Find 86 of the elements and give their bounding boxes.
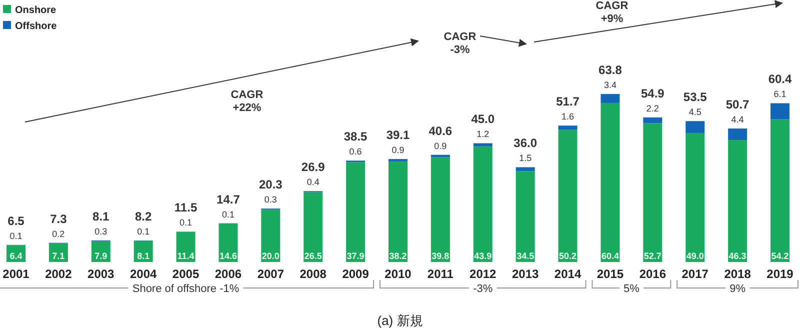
- data-label: 34.5: [516, 251, 534, 261]
- data-label: 46.3: [728, 251, 746, 261]
- total-label: 50.7: [726, 97, 750, 112]
- x-tick-label: 2019: [766, 267, 794, 281]
- data-label: 0.2: [52, 228, 65, 239]
- data-label: 20.0: [262, 251, 280, 261]
- data-label: 38.2: [389, 251, 407, 261]
- data-label: 6.4: [10, 251, 22, 261]
- x-tick-label: 2014: [554, 267, 582, 281]
- data-label: 0.9: [434, 140, 447, 151]
- annotation: CAGR +22%: [230, 89, 264, 114]
- total-label: 63.8: [598, 63, 622, 77]
- x-tick-label: 2016: [639, 267, 666, 281]
- x-tick-label: 2006: [214, 267, 242, 281]
- total-label: 39.1: [386, 128, 410, 142]
- total-label: 8.1: [92, 209, 110, 224]
- legend-label: Onshore: [15, 5, 57, 16]
- data-label: 14.6: [219, 251, 237, 261]
- data-label: 54.2: [771, 251, 789, 261]
- x-tick-label: 2007: [257, 267, 284, 281]
- data-label: 6.1: [774, 89, 786, 100]
- data-label: 4.5: [688, 107, 702, 118]
- data-label: 0.1: [137, 226, 150, 236]
- total-label: 7.3: [50, 212, 68, 226]
- data-label: 7.1: [52, 251, 65, 261]
- total-label: 36.0: [514, 136, 538, 150]
- data-label: 43.9: [474, 251, 492, 261]
- text: CAGR -3%: [444, 31, 476, 56]
- total-label: 54.9: [640, 86, 665, 100]
- data-label: 50.2: [559, 251, 577, 261]
- data-label: 1.5: [519, 153, 532, 164]
- total-label: 8.2: [134, 209, 152, 224]
- data-label: 7.9: [94, 251, 108, 261]
- total-label: 11.5: [174, 200, 198, 215]
- x-tick-label: 2011: [427, 267, 454, 281]
- data-label: 1.6: [562, 112, 574, 122]
- data-label: 3.4: [604, 80, 616, 90]
- x-tick-label: 2004: [130, 267, 158, 281]
- legend-label: Offshore: [15, 21, 58, 32]
- text: 9%: [730, 283, 746, 295]
- data-label: 0.9: [392, 145, 404, 156]
- total-label: 53.5: [683, 90, 708, 104]
- text: (a) 新規: [377, 313, 423, 328]
- data-label: 1.2: [476, 129, 490, 140]
- x-tick-label: 2005: [172, 267, 200, 281]
- total-label: 51.7: [556, 94, 580, 109]
- data-label: 2.2: [646, 103, 659, 114]
- x-tick-label: 2008: [300, 267, 327, 281]
- data-label: 0.6: [349, 146, 362, 157]
- data-label: 8.1: [137, 251, 150, 261]
- total-label: 45.0: [471, 112, 495, 126]
- x-tick-label: 2017: [682, 267, 709, 281]
- data-label: 11.4: [177, 251, 194, 261]
- data-label: 4.4: [731, 114, 744, 124]
- total-label: 40.6: [428, 124, 452, 138]
- x-tick-label: 2012: [470, 267, 497, 281]
- x-tick-label: 2015: [596, 267, 624, 281]
- data-label: 39.8: [432, 251, 450, 261]
- x-tick-label: 2009: [342, 267, 370, 281]
- text: CAGR +9%: [596, 0, 628, 25]
- data-label: 60.4: [601, 251, 619, 261]
- data-label: 0.1: [222, 209, 234, 220]
- total-label: 6.5: [8, 214, 25, 228]
- total-label: 60.4: [768, 72, 792, 86]
- total-label: 14.7: [216, 192, 240, 206]
- total-label: 20.3: [258, 178, 283, 192]
- x-tick-label: 2001: [2, 267, 30, 281]
- data-label: 52.7: [644, 251, 662, 261]
- data-label: 49.0: [686, 251, 704, 261]
- data-label: 0.1: [10, 230, 22, 241]
- data-label: 0.4: [306, 177, 320, 188]
- x-tick-label: 2002: [45, 267, 72, 281]
- text: -3%: [473, 283, 493, 295]
- data-label: 0.3: [264, 194, 277, 205]
- data-label: 0.3: [94, 226, 108, 236]
- text: 5%: [623, 283, 640, 295]
- total-label: 38.5: [344, 130, 368, 144]
- x-tick-label: 2003: [88, 267, 115, 281]
- x-tick-label: 2018: [724, 267, 752, 281]
- text: Shore of offshore -1%: [132, 283, 240, 295]
- data-label: 0.1: [180, 218, 192, 228]
- x-tick-label: 2013: [512, 267, 540, 281]
- total-label: 26.9: [301, 160, 326, 174]
- data-label: 37.9: [346, 251, 364, 261]
- data-label: 26.5: [304, 251, 322, 261]
- x-tick-label: 2010: [384, 267, 412, 281]
